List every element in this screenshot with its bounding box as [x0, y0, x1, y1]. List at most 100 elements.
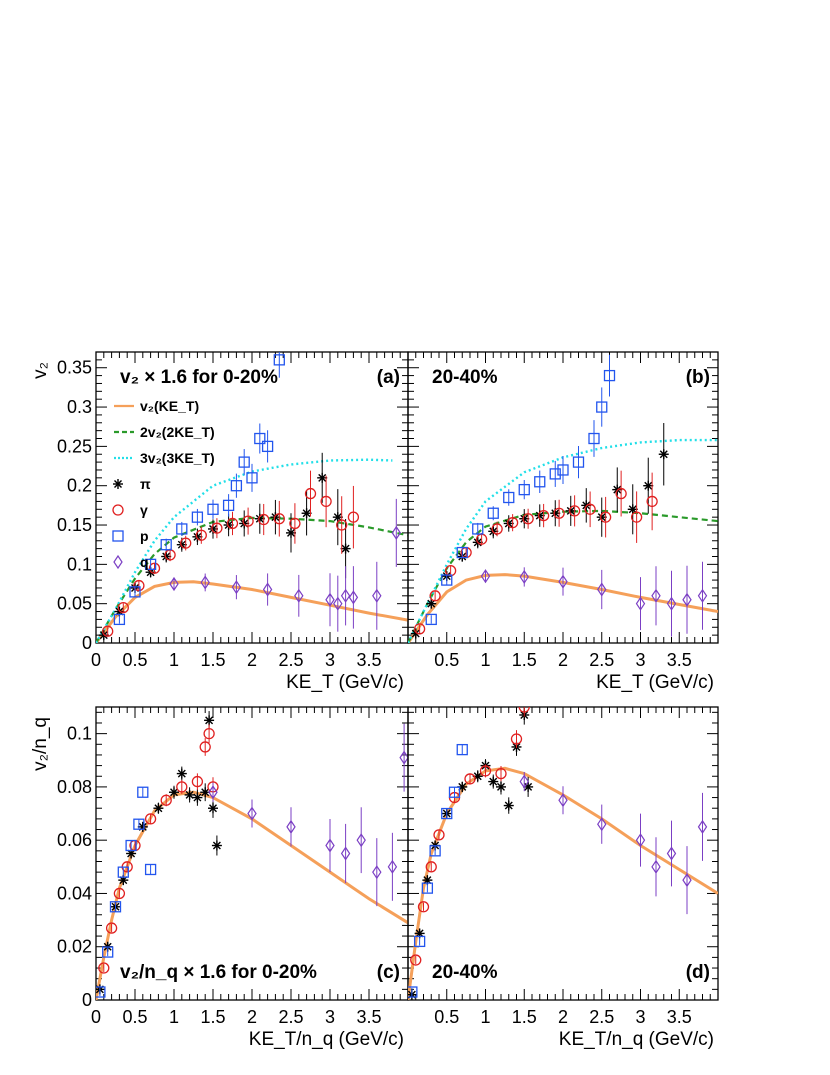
proton-point	[413, 935, 426, 948]
quark-point	[391, 525, 402, 540]
proton-point	[96, 986, 106, 998]
quark-point	[651, 859, 661, 874]
pion-point	[184, 789, 195, 800]
proton-point	[207, 503, 219, 515]
x-tick-label: 1.5	[512, 1007, 537, 1027]
photon-point	[117, 601, 129, 614]
photon-point	[347, 511, 360, 523]
proton-point	[549, 468, 561, 480]
quark-point	[333, 596, 343, 611]
x-tick-label: 0.5	[434, 1007, 459, 1027]
photon-point	[304, 487, 317, 500]
quark-point	[635, 596, 646, 611]
photon-point	[646, 495, 658, 508]
quark-point	[682, 873, 692, 888]
quark-point	[340, 588, 351, 603]
photon-point	[180, 537, 192, 549]
quark-point	[340, 846, 351, 861]
x-tick-label: 3.5	[667, 650, 692, 670]
proton-point	[572, 456, 585, 468]
proton-point	[441, 807, 453, 820]
photon-point	[630, 511, 643, 523]
pion-point	[340, 543, 351, 554]
curve-3v3KET	[408, 438, 718, 643]
y-tick-label: 0.08	[57, 777, 92, 797]
panel-c: 0 0.5 1 1.5 2 2.5 3 3.5 0 0.02 0.04 0.06 0.08 0.1 KE_T…	[30, 706, 409, 1050]
y-tick-label: 0.35	[57, 358, 92, 378]
y-tick-label: 0	[82, 990, 92, 1010]
proton-point	[176, 523, 188, 535]
pion-point	[204, 715, 215, 726]
quark-point	[372, 865, 382, 880]
pion-point	[161, 551, 172, 562]
x-tick-label: 3	[325, 650, 335, 670]
quark-point	[231, 580, 242, 595]
quark-point	[294, 588, 304, 603]
curve-vKET	[96, 580, 408, 643]
x-tick-label: 0	[91, 650, 101, 670]
y-axis-title: v₂	[30, 362, 51, 379]
photon-point	[195, 529, 207, 541]
y-tick-label: 0.02	[57, 937, 92, 957]
quark-point	[635, 833, 646, 848]
pion-point	[126, 848, 137, 859]
pion-point	[208, 803, 218, 814]
plot-area	[408, 354, 718, 643]
x-tick-label: 0	[91, 1007, 101, 1027]
plot-frame	[95, 351, 409, 644]
panel-title: 20-40%	[432, 367, 498, 388]
y-tick-label: 0.1	[67, 554, 92, 574]
y-tick-label: 0.15	[57, 515, 92, 535]
quark-point	[200, 575, 210, 590]
proton-point	[425, 613, 437, 626]
x-tick-label: 2	[247, 650, 257, 670]
quark-point	[372, 588, 382, 603]
quark-point	[597, 817, 607, 832]
proton-point	[133, 818, 145, 830]
photon-point	[413, 623, 426, 635]
quark-point	[169, 576, 179, 592]
photon-point	[615, 487, 627, 500]
pion-point	[658, 449, 669, 460]
proton-point	[534, 476, 546, 488]
photon-point	[506, 517, 519, 529]
y-tick-label: 0.3	[67, 397, 92, 417]
pion-point	[192, 531, 203, 542]
pion-point	[503, 800, 514, 811]
quark-point	[666, 596, 677, 611]
photon-point	[191, 775, 204, 788]
y-tick-label: 0.05	[57, 594, 92, 614]
photon-point	[491, 523, 503, 535]
photon-point	[425, 861, 437, 873]
proton-point	[518, 483, 530, 496]
proton-point	[456, 743, 468, 756]
y-tick-label: 0	[82, 633, 92, 653]
panel-title: v₂/n_q × 1.6 for 0-20%	[120, 962, 317, 983]
photon-point	[203, 727, 215, 740]
proton-point	[472, 523, 484, 535]
photon-point	[226, 517, 239, 530]
pion-point	[472, 771, 483, 782]
plot-area	[96, 711, 408, 1000]
proton-point	[273, 354, 285, 366]
photon-point	[258, 513, 270, 526]
photon-point	[537, 509, 550, 522]
y-tick-label: 0.2	[67, 476, 92, 496]
panel-label: (c)	[377, 962, 400, 983]
photon-point	[568, 505, 581, 517]
photon-point	[336, 519, 348, 531]
photon-point	[289, 517, 301, 530]
legend-label: v₂(KE_T)	[140, 398, 199, 414]
x-tick-label: 0.5	[122, 650, 147, 670]
quark-point	[348, 590, 359, 605]
proton-point	[129, 586, 141, 598]
panel-label: (a)	[377, 367, 400, 388]
quark-point	[387, 859, 398, 874]
pion-point	[270, 512, 281, 523]
quark-point	[399, 750, 408, 765]
photon-point	[464, 773, 476, 785]
x-tick-label: 3	[635, 1007, 645, 1027]
pion-point	[223, 520, 234, 531]
photon-point	[98, 962, 110, 974]
proton-point	[125, 839, 137, 852]
